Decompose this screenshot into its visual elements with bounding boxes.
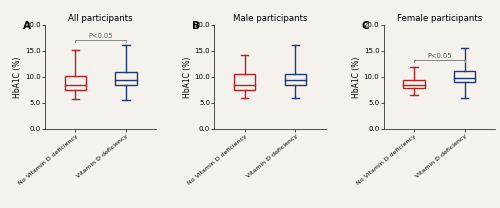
Y-axis label: HbA1C (%): HbA1C (%)	[14, 56, 22, 98]
Title: Male participants: Male participants	[233, 14, 307, 23]
Bar	[234, 74, 256, 90]
Text: P<0.05: P<0.05	[427, 53, 452, 59]
Text: B: B	[192, 21, 200, 31]
Bar	[454, 71, 475, 82]
Text: C: C	[362, 21, 369, 31]
Bar	[116, 72, 136, 85]
Y-axis label: HbA1C (%): HbA1C (%)	[352, 56, 361, 98]
Text: P<0.05: P<0.05	[88, 33, 113, 39]
Bar	[64, 76, 86, 90]
Bar	[404, 79, 424, 88]
Text: A: A	[22, 21, 30, 31]
Title: All participants: All participants	[68, 14, 133, 23]
Y-axis label: HbA1C (%): HbA1C (%)	[182, 56, 192, 98]
Bar	[284, 74, 306, 85]
Title: Female participants: Female participants	[396, 14, 482, 23]
